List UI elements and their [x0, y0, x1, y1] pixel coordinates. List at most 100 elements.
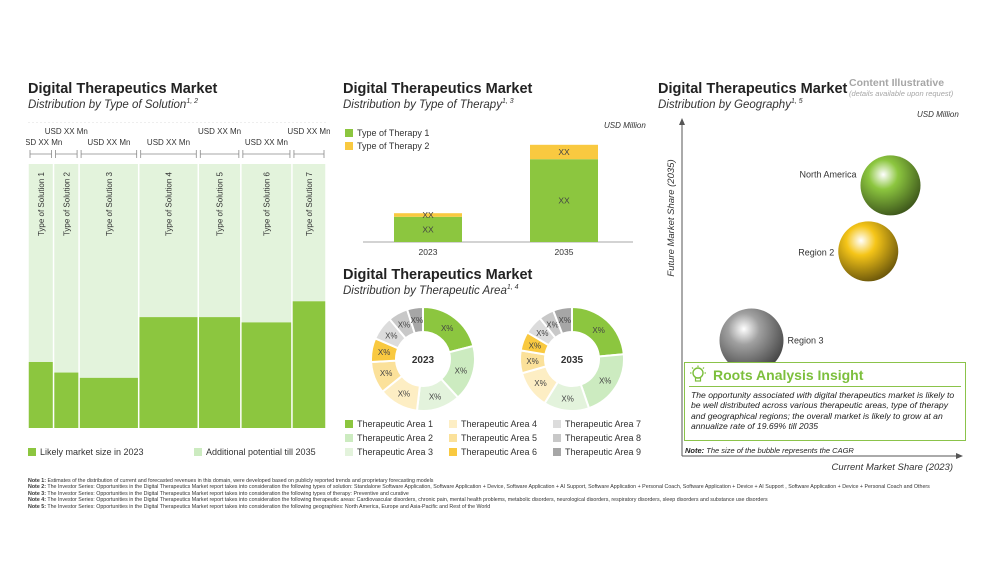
therapy-legend-item-2: Type of Therapy 2 [345, 141, 429, 151]
solution-title: Digital Therapeutics Market [28, 81, 218, 97]
mekko-bar-2023-2 [54, 372, 79, 428]
insight-box: Roots Analysis Insight The opportunity a… [684, 362, 966, 441]
geo-x-axis-arrow [956, 453, 963, 459]
mekko-category-label-4: Type of Solution 4 [164, 171, 173, 236]
therapy-tick-label-2023: 2023 [419, 247, 438, 257]
mekko-width-label-5: USD XX Mn [198, 127, 241, 136]
area-legend-item-8: Therapeutic Area 8 [553, 433, 641, 443]
geo-bubble-label-2: Region 2 [798, 247, 834, 257]
mekko-bar-2023-4 [139, 317, 198, 428]
mekko-width-label-2: USD XX Mn [45, 127, 88, 136]
area-legend: Therapeutic Area 1 Therapeutic Area 2 Ther… [345, 419, 650, 461]
geo-note: Note: The size of the bubble represents … [685, 446, 854, 455]
geo-y-axis-label: Future Market Share (2035) [666, 159, 677, 276]
geo-title: Digital Therapeutics Market [658, 81, 848, 97]
mekko-bar-potential-3 [79, 164, 138, 378]
insight-header: Roots Analysis Insight [689, 363, 961, 387]
donut-2023-label-5: X% [380, 369, 392, 378]
donut-2023-label-7: X% [385, 331, 397, 340]
geo-bubble-1 [860, 155, 921, 216]
area-legend-label-1: Therapeutic Area 1 [357, 419, 434, 429]
donut-2035-label-7: X% [536, 329, 548, 338]
area-legend-label-6: Therapeutic Area 6 [461, 447, 538, 457]
area-legend-swatch-5 [449, 434, 457, 442]
therapy-data-label-1-2023: XX [422, 224, 434, 234]
mekko-category-label-5: Type of Solution 5 [216, 171, 225, 236]
insight-title: Roots Analysis Insight [713, 366, 864, 383]
mekko-bar-2023-7 [292, 301, 326, 428]
mekko-bar-2023-3 [79, 377, 138, 428]
area-legend-item-5: Therapeutic Area 5 [449, 433, 537, 443]
donut-2023-label-3: X% [429, 393, 441, 402]
mekko-category-label-3: Type of Solution 3 [105, 171, 114, 236]
geo-y-axis-arrow [679, 118, 685, 125]
area-legend-swatch-2 [345, 434, 353, 442]
geo-bubble-2 [838, 221, 899, 282]
area-legend-item-7: Therapeutic Area 7 [553, 419, 641, 429]
donut-2035-label-4: X% [534, 379, 546, 388]
donut-2035-label-3: X% [561, 394, 573, 403]
geo-subtitle: Distribution by Geography1, 5 [658, 98, 803, 111]
therapy-data-label-2-2035: XX [558, 147, 570, 157]
area-legend-label-3: Therapeutic Area 3 [357, 447, 434, 457]
area-legend-item-2: Therapeutic Area 2 [345, 433, 433, 443]
donut-2023-label-4: X% [398, 390, 410, 399]
therapy-stacked-bar-chart: XX XX 2023 XX XX 2035 [363, 144, 633, 257]
donut-2035-label-5: X% [526, 357, 538, 366]
solution-legend-item-2: Additional potential till 2035 [194, 447, 316, 457]
area-legend-swatch-1 [345, 420, 353, 428]
donut-2035-label-2: X% [599, 376, 611, 385]
footnote-3: Note 3: The Investor Series: Opportuniti… [28, 490, 409, 497]
therapy-bar-2-2035 [530, 144, 598, 160]
mekko-bar-2023-1 [28, 362, 53, 428]
mekko-category-label-6: Type of Solution 6 [262, 171, 271, 236]
geo-bubble-3 [719, 308, 784, 373]
geo-bubble-label-3: Region 3 [788, 336, 824, 346]
therapy-legend-item-1: Type of Therapy 1 [345, 128, 429, 138]
solution-subtitle: Distribution by Type of Solution1, 2 [28, 98, 198, 111]
details-available-label: (details available upon request) [849, 89, 954, 98]
therapy-bar-1-2023 [394, 216, 462, 242]
mekko-width-label-4: USD XX Mn [147, 138, 190, 147]
solution-legend-item-1: Likely market size in 2023 [28, 447, 144, 457]
donut-2035-slice-9 [551, 305, 573, 336]
mekko-category-label-7: Type of Solution 7 [305, 171, 314, 236]
area-title: Digital Therapeutics Market [343, 267, 533, 283]
area-subtitle: Distribution by Therapeutic Area1, 4 [343, 284, 519, 297]
mekko-bar-2023-6 [241, 322, 292, 428]
area-legend-swatch-8 [553, 434, 561, 442]
mekko-width-label-7: USD XX Mn [287, 127, 330, 136]
footnote-2: Note 2: The Investor Series: Opportuniti… [28, 484, 930, 491]
mekko-bar-potential-2 [54, 164, 79, 373]
mekko-bar-potential-7 [292, 164, 326, 302]
area-legend-item-1: Therapeutic Area 1 [345, 419, 433, 429]
therapy-unit: USD Million [604, 121, 646, 130]
mekko-bar-potential-1 [28, 164, 53, 362]
area-legend-swatch-4 [449, 420, 457, 428]
area-legend-swatch-7 [553, 420, 561, 428]
donut-2035-label-9: X% [559, 316, 571, 325]
area-legend-swatch-9 [553, 448, 561, 456]
area-legend-item-4: Therapeutic Area 4 [449, 419, 537, 429]
geo-bubble-label-1: North America [799, 169, 856, 179]
area-legend-swatch-3 [345, 448, 353, 456]
lightbulb-icon [690, 365, 706, 382]
mekko-width-label-3: USD XX Mn [87, 138, 130, 147]
area-legend-swatch-6 [449, 448, 457, 456]
footnote-4: Note 4: The Investor Series: Opportuniti… [28, 497, 768, 504]
geo-x-axis-label: Current Market Share (2023) [832, 462, 953, 473]
area-legend-label-8: Therapeutic Area 8 [565, 433, 642, 443]
area-legend-label-2: Therapeutic Area 2 [357, 433, 434, 443]
donut-2035-label-1: X% [592, 326, 604, 335]
footnote-1: Note 1: Estimates of the distribution of… [28, 478, 434, 484]
content-illustrative-label: Content Illustrative [849, 77, 945, 89]
donut-2023-label-1: X% [441, 324, 453, 333]
geo-bubble-chart: Future Market Share (2035) Current Market… [666, 118, 963, 473]
donut-2023-label-9: X% [411, 316, 423, 325]
solution-marimekko-chart: Type of Solution 1 USD XX Mn Type of Solut… [26, 122, 330, 428]
mekko-bar-potential-4 [139, 164, 198, 318]
donut-2023-label-2: X% [455, 366, 467, 375]
donut-2023-label-8: X% [398, 320, 410, 329]
mekko-bar-potential-6 [241, 164, 292, 323]
